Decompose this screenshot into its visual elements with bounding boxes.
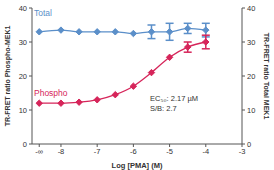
svg-text:Log [PMA] (M): Log [PMA] (M) (112, 161, 163, 170)
svg-text:-7: -7 (94, 147, 101, 156)
html-text:Phospho: Phospho (34, 88, 68, 98)
svg-text:20: 20 (19, 72, 27, 81)
svg-text:0: 0 (23, 140, 27, 149)
svg-text:30: 30 (19, 38, 27, 47)
svg-text:TR-FRET ratio Phospho-MEK1: TR-FRET ratio Phospho-MEK1 (8, 26, 12, 127)
svg-text:10: 10 (19, 106, 27, 115)
html-text:EC₅₀: 2.17 µM: EC₅₀: 2.17 µM (150, 94, 198, 103)
svg-text:-3: -3 (239, 147, 246, 156)
svg-text:-4: -4 (202, 147, 209, 156)
html-text:S/B: 2.7: S/B: 2.7 (150, 104, 177, 113)
svg-text:TR-FRET ratio Total MEK1: TR-FRET ratio Total MEK1 (263, 33, 266, 120)
svg-text:30: 30 (247, 38, 255, 47)
svg-text:-5: -5 (166, 147, 173, 156)
svg-text:0: 0 (247, 140, 251, 149)
svg-text:10: 10 (247, 106, 255, 115)
svg-text:-8: -8 (58, 147, 65, 156)
svg-text:40: 40 (247, 4, 255, 13)
svg-text:40: 40 (19, 4, 27, 13)
html-text:Total: Total (34, 8, 52, 18)
svg-text:20: 20 (247, 72, 255, 81)
svg-text:-6: -6 (130, 147, 137, 156)
svg-text:-∞: -∞ (35, 147, 43, 156)
